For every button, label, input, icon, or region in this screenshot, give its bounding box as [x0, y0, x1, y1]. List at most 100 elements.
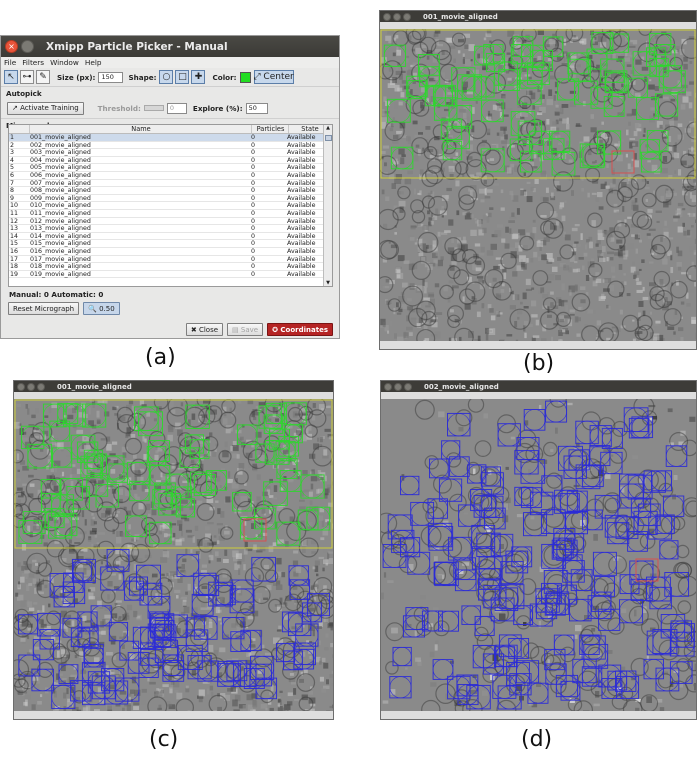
reset-micrograph-button[interactable]: Reset Micrograph	[8, 302, 80, 315]
table-row[interactable]: 18 018_movie_aligned 0 Available	[9, 263, 332, 271]
noise-grain	[662, 227, 669, 235]
table-row[interactable]: 4 004_movie_aligned 0 Available	[9, 157, 332, 165]
table-row[interactable]: 5 005_movie_aligned 0 Available	[9, 164, 332, 172]
table-row[interactable]: 11 011_movie_aligned 0 Available	[9, 210, 332, 218]
noise-grain	[211, 691, 214, 698]
particle-blob	[509, 308, 531, 330]
noise-grain	[575, 123, 581, 127]
table-row[interactable]: 7 007_movie_aligned 0 Available	[9, 180, 332, 188]
maximize-window-icon[interactable]	[404, 382, 412, 391]
noise-grain	[37, 489, 43, 497]
close-button[interactable]: ✖ Close	[185, 323, 224, 336]
noise-grain	[187, 663, 191, 669]
micrograph-canvas[interactable]	[380, 29, 696, 341]
micrograph-canvas[interactable]	[381, 399, 696, 711]
table-scrollbar[interactable]: ▲ ▼	[323, 125, 332, 286]
square-shape-icon[interactable]: □	[175, 70, 190, 84]
maximize-window-icon[interactable]	[403, 12, 411, 21]
noise-grain	[572, 268, 578, 273]
scroll-down-icon[interactable]: ▼	[326, 280, 330, 286]
noise-grain	[532, 105, 536, 110]
noise-grain	[440, 256, 444, 261]
noise-grain	[568, 267, 572, 273]
rejected-particle-box[interactable]	[243, 518, 267, 542]
table-row[interactable]: 17 017_movie_aligned 0 Available	[9, 256, 332, 264]
menu-file[interactable]: File	[4, 58, 17, 67]
save-label: Save	[240, 325, 259, 334]
save-button[interactable]: ▤ Save	[227, 323, 264, 336]
noise-grain	[546, 260, 553, 264]
table-row[interactable]: 3 003_movie_aligned 0 Available	[9, 149, 332, 157]
table-row[interactable]: 9 009_movie_aligned 0 Available	[9, 195, 332, 203]
center-toggle[interactable]: ⤢ Center	[253, 70, 294, 84]
noise-grain	[622, 474, 625, 481]
col-particles[interactable]: Particles	[252, 125, 289, 133]
explore-input[interactable]: 50	[245, 102, 268, 114]
micrograph-canvas[interactable]	[14, 399, 333, 711]
noise-grain	[656, 220, 660, 223]
minimize-window-icon[interactable]	[27, 382, 35, 391]
zoom-button[interactable]: 🔍 0.50	[83, 302, 120, 315]
noise-grain	[420, 311, 423, 315]
menu-help[interactable]: Help	[84, 58, 102, 67]
size-input[interactable]: 150	[98, 71, 124, 83]
maximize-window-icon[interactable]	[37, 382, 45, 391]
close-window-icon[interactable]	[383, 12, 391, 21]
noise-grain	[381, 592, 384, 600]
noise-grain	[626, 64, 632, 67]
col-name[interactable]: Name	[30, 125, 252, 133]
table-row[interactable]: 13 013_movie_aligned 0 Available	[9, 225, 332, 233]
noise-grain	[409, 237, 415, 241]
noise-grain	[323, 585, 327, 592]
filament-tool-icon[interactable]: ⊶	[20, 70, 34, 84]
table-row[interactable]: 1 001_movie_aligned 0 Available	[9, 134, 332, 142]
activate-training-button[interactable]: ↗ Activate Training	[7, 101, 84, 115]
menu-filters[interactable]: Filters	[22, 58, 45, 67]
noise-grain	[625, 250, 629, 257]
zoom-icon: 🔍	[88, 304, 97, 313]
noise-grain	[636, 128, 642, 132]
cross-shape-icon[interactable]: ✚	[191, 70, 206, 84]
table-row[interactable]: 14 014_movie_aligned 0 Available	[9, 233, 332, 241]
eraser-tool-icon[interactable]: ✎	[36, 70, 50, 84]
auto-particle-circle	[82, 662, 106, 686]
noise-grain	[88, 589, 91, 592]
noise-grain	[655, 278, 660, 285]
particle-blob	[458, 185, 478, 205]
close-window-icon[interactable]	[17, 382, 25, 391]
table-row[interactable]: 2 002_movie_aligned 0 Available	[9, 142, 332, 150]
particle-blob	[402, 285, 424, 307]
minimize-window-icon[interactable]	[394, 382, 402, 391]
table-row[interactable]: 10 010_movie_aligned 0 Available	[9, 202, 332, 210]
table-row[interactable]: 15 015_movie_aligned 0 Available	[9, 240, 332, 248]
close-window-icon[interactable]	[384, 382, 392, 391]
pick-tool-icon[interactable]: ↖	[4, 70, 18, 84]
table-row[interactable]: 19 019_movie_aligned 0 Available	[9, 271, 332, 279]
coordinates-button[interactable]: ✪ Coordinates	[267, 323, 333, 336]
noise-grain	[457, 242, 461, 249]
table-row[interactable]: 16 016_movie_aligned 0 Available	[9, 248, 332, 256]
scroll-up-icon[interactable]: ▲	[326, 125, 330, 131]
particle-blob	[124, 437, 142, 455]
noise-grain	[539, 136, 543, 141]
noise-grain	[161, 476, 167, 480]
noise-grain	[100, 621, 104, 628]
noise-grain	[635, 277, 639, 282]
table-row[interactable]: 6 006_movie_aligned 0 Available	[9, 172, 332, 180]
col-index[interactable]	[9, 125, 30, 133]
noise-grain	[670, 157, 675, 160]
noise-grain	[502, 282, 505, 287]
noise-grain	[269, 707, 274, 711]
menu-window[interactable]: Window	[50, 58, 79, 67]
minimize-window-icon[interactable]	[21, 40, 34, 53]
minimize-window-icon[interactable]	[393, 12, 401, 21]
color-swatch[interactable]	[239, 71, 251, 83]
noise-grain	[418, 132, 423, 135]
rejected-particle-box[interactable]	[611, 150, 635, 174]
scroll-thumb[interactable]	[325, 135, 332, 141]
close-window-icon[interactable]: ×	[5, 40, 18, 53]
noise-grain	[19, 618, 22, 625]
table-row[interactable]: 8 008_movie_aligned 0 Available	[9, 187, 332, 195]
circle-shape-icon[interactable]: ○	[159, 70, 174, 84]
table-row[interactable]: 12 012_movie_aligned 0 Available	[9, 218, 332, 226]
